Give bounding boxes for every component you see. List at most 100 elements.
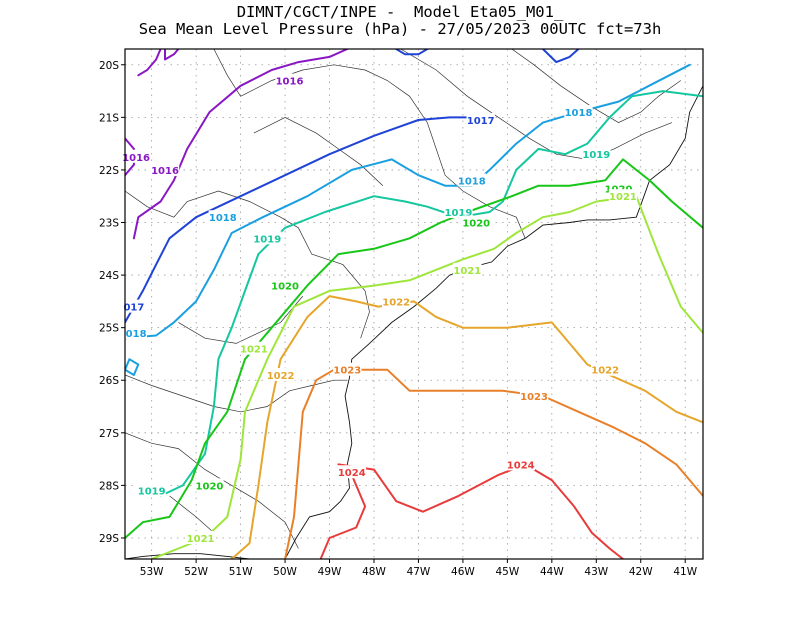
isobar-label-bg bbox=[125, 325, 148, 339]
isobar-1016 bbox=[137, 49, 162, 77]
y-tick-label: 25S bbox=[99, 323, 119, 335]
y-tick-label: 23S bbox=[99, 218, 119, 230]
y-tick-label: 29S bbox=[99, 533, 119, 545]
isobar-label-1019: 1019 bbox=[582, 150, 610, 161]
state-border bbox=[125, 374, 348, 413]
isobar-label-bg bbox=[462, 215, 491, 229]
isobar-label-bg bbox=[186, 530, 215, 544]
isobar-label-1019: 1019 bbox=[138, 487, 166, 498]
isobar-label-1021: 1021 bbox=[609, 192, 637, 203]
isobar-label-1018: 018 bbox=[126, 329, 147, 340]
x-tick-label: 44W bbox=[540, 566, 564, 578]
y-axis: 20S 21S 22S 23S 24S 25S 26S 27S 28S 29S bbox=[99, 60, 125, 545]
isobar-label-1021: 1021 bbox=[453, 266, 481, 277]
isobar-label-bg bbox=[519, 389, 549, 403]
isobar-label-1020: 1020 bbox=[271, 282, 299, 293]
isobar-label-bg bbox=[195, 478, 224, 492]
y-tick-label: 24S bbox=[99, 270, 119, 282]
map-frame bbox=[124, 48, 704, 560]
x-tick-label: 43W bbox=[584, 566, 608, 578]
isobar-label-1022: 1022 bbox=[591, 366, 619, 377]
chart-title: DIMNT/CGCT/INPE - Model Eta05_M01_ Sea M… bbox=[0, 4, 800, 38]
isobar-1023 bbox=[284, 368, 703, 559]
isobar-label-1016: 1016 bbox=[151, 166, 179, 177]
coastline-segment bbox=[284, 85, 703, 559]
borders bbox=[125, 49, 682, 549]
x-tick-label: 42W bbox=[629, 566, 653, 578]
x-tick-label: 52W bbox=[184, 566, 208, 578]
isobar-label-bg bbox=[457, 173, 486, 187]
isobar-label-1020: 1020 bbox=[196, 481, 224, 492]
isobar-label-bg bbox=[122, 299, 145, 313]
x-axis: 53W 52W 51W 50W 49W 48W 47W 46W 45W 44W 43W 42W 41W bbox=[140, 559, 698, 578]
x-tick-label: 53W bbox=[140, 566, 164, 578]
isobar-label-bg bbox=[270, 278, 300, 292]
isobar-label-1016: 1016 bbox=[276, 77, 304, 88]
y-tick-label: 22S bbox=[99, 165, 119, 177]
isobar-label-bg bbox=[150, 162, 180, 176]
y-tick-label: 27S bbox=[99, 428, 119, 440]
isobar-label-bg bbox=[266, 367, 295, 381]
x-tick-label: 45W bbox=[495, 566, 519, 578]
isobar-label-1016: 1016 bbox=[122, 153, 150, 164]
isobar-label-bg bbox=[444, 204, 473, 218]
isobar-label-1019: 1019 bbox=[253, 234, 281, 245]
y-tick-label: 28S bbox=[99, 480, 119, 492]
x-tick-label: 48W bbox=[362, 566, 386, 578]
isobar-label-1024: 1024 bbox=[338, 468, 366, 479]
state-border bbox=[125, 190, 370, 339]
isobar-label-1021: 1021 bbox=[240, 345, 268, 356]
isobar-1016 bbox=[132, 49, 349, 240]
isobar-label-1017: 1017 bbox=[467, 116, 495, 127]
x-tick-label: 47W bbox=[407, 566, 431, 578]
x-tick-label: 41W bbox=[673, 566, 697, 578]
isobar-label-bg bbox=[590, 362, 620, 376]
isobar-label-bg bbox=[337, 465, 366, 479]
title-line-1: DIMNT/CGCT/INPE - Model Eta05_M01_ bbox=[236, 3, 564, 21]
isobar-label-1019: 1019 bbox=[445, 208, 473, 219]
isobar-label-1018: 1018 bbox=[209, 213, 237, 224]
isobar-label-1022: 1022 bbox=[382, 297, 410, 308]
state-border bbox=[213, 49, 526, 239]
x-tick-label: 50W bbox=[273, 566, 297, 578]
isobar-labels: 1016101610161017017101810181018018101910… bbox=[121, 73, 638, 545]
isobar-label-bg bbox=[208, 210, 238, 224]
isobar-label-bg bbox=[382, 294, 411, 308]
isobar-label-bg bbox=[239, 341, 269, 355]
isobar-label-1023: 1023 bbox=[520, 392, 548, 403]
isobar-label-bg bbox=[333, 362, 362, 376]
state-border bbox=[511, 49, 682, 123]
isobar-label-1024: 1024 bbox=[507, 460, 535, 471]
isobar-label-bg bbox=[121, 149, 151, 163]
isobar-label-bg bbox=[582, 147, 611, 161]
isobar-label-bg bbox=[608, 189, 638, 203]
isobar-label-1017: 017 bbox=[123, 303, 144, 314]
title-line-2: Sea Mean Level Pressure (hPa) - 27/05/20… bbox=[138, 20, 662, 38]
isobar-1017 bbox=[541, 49, 580, 64]
isobar-1018 bbox=[125, 358, 140, 376]
isobar-label-bg bbox=[253, 231, 282, 245]
isobar-1017 bbox=[395, 49, 429, 56]
coastline-segment bbox=[125, 553, 250, 559]
isobar-label-bg bbox=[137, 483, 166, 497]
isobar-label-1020: 1020 bbox=[462, 219, 490, 230]
isobar-label-1023: 1023 bbox=[333, 366, 361, 377]
isobar-label-1021: 1021 bbox=[187, 534, 215, 545]
coastline bbox=[125, 85, 703, 559]
isobar-label-1018: 1018 bbox=[458, 176, 486, 187]
x-tick-label: 51W bbox=[229, 566, 253, 578]
isobar-label-bg bbox=[466, 112, 495, 126]
isobar-label-1018: 1018 bbox=[565, 108, 593, 119]
map-background bbox=[125, 49, 703, 559]
isobar-label-bg bbox=[275, 73, 304, 87]
isobar-1019 bbox=[159, 90, 703, 497]
y-tick-label: 20S bbox=[99, 60, 119, 72]
isobar-1024 bbox=[319, 463, 624, 559]
isobar-1020 bbox=[125, 158, 703, 539]
isobar-1017 bbox=[125, 116, 473, 324]
state-border bbox=[178, 295, 304, 344]
state-border bbox=[400, 49, 673, 160]
state-border bbox=[125, 432, 299, 549]
y-tick-label: 26S bbox=[99, 375, 119, 387]
